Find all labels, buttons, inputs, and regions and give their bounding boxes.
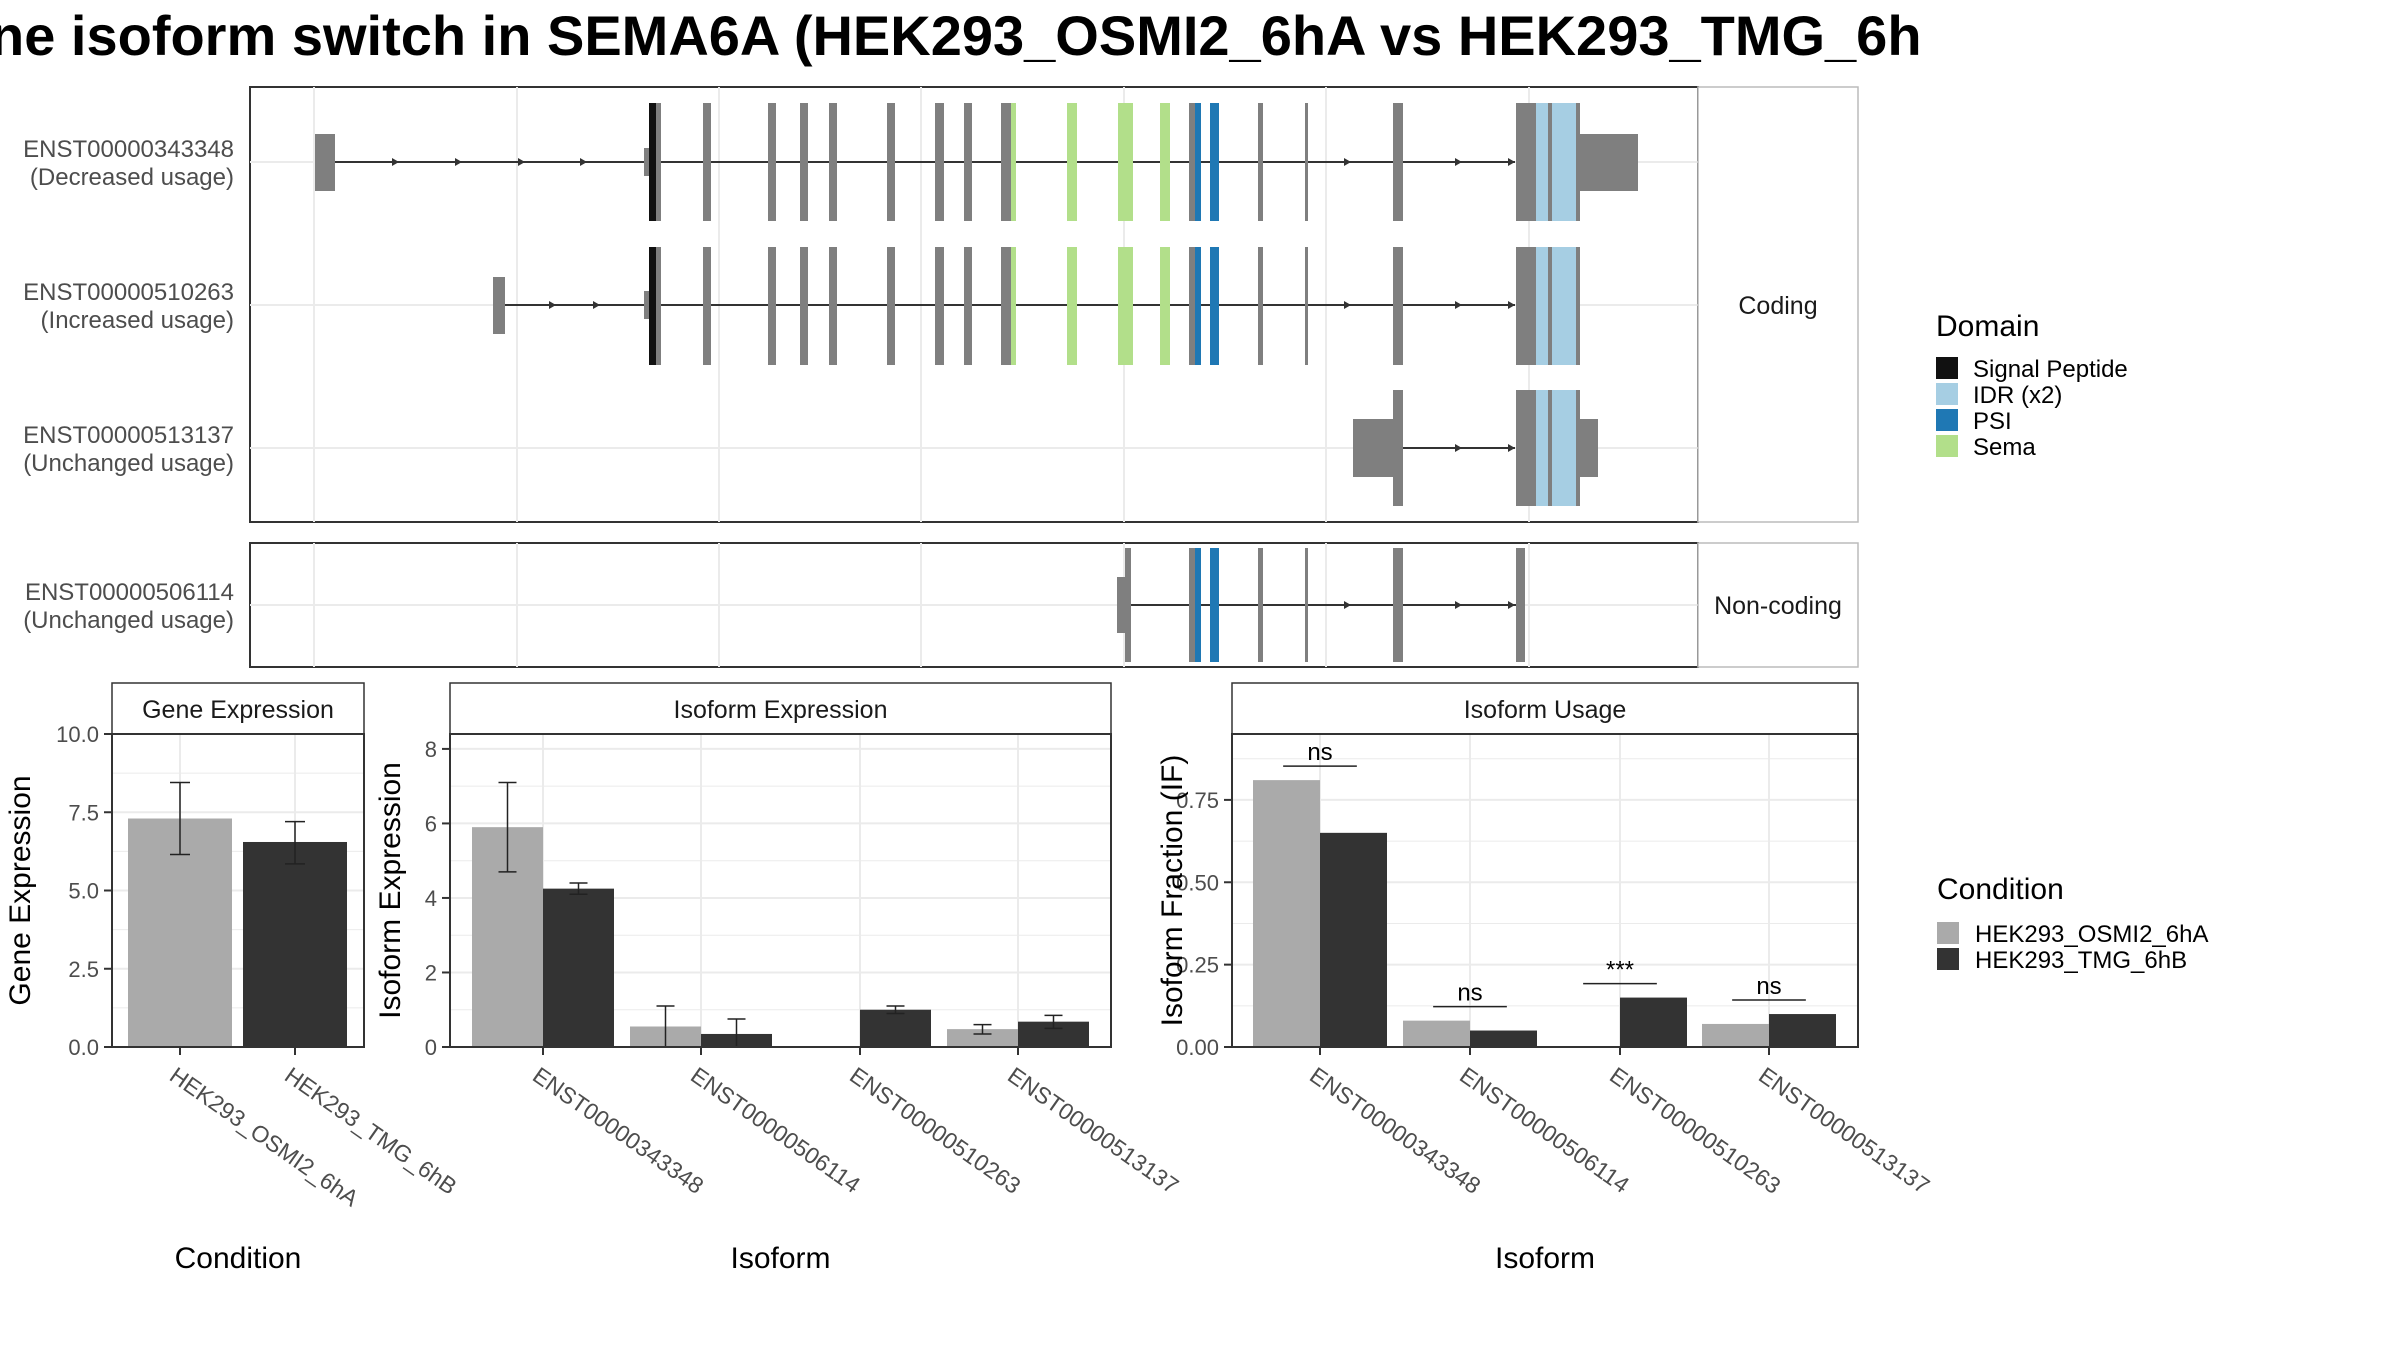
y-tick-label: 5.0 [68, 879, 99, 904]
legend-label-idr: IDR (x2) [1973, 382, 2062, 409]
y-tick-label: 0.25 [1176, 953, 1219, 978]
y-axis-title: Isoform Fraction (IF) [1156, 755, 1189, 1027]
panel-strip [111, 682, 365, 735]
transcript-label-3-id: ENST00000513137 [23, 422, 234, 449]
panel-border [449, 733, 1112, 1048]
bar [860, 1009, 931, 1047]
bar [1620, 997, 1687, 1047]
legend-swatch-idr [1936, 383, 1958, 405]
legend-label-signal-peptide: Signal Peptide [1973, 356, 2128, 383]
transcript-label-4-usage: (Unchanged usage) [23, 607, 234, 634]
transcript-label-2-usage: (Increased usage) [41, 307, 234, 334]
x-tick-label: ENST00000510263 [845, 1062, 1025, 1199]
bar [243, 841, 347, 1047]
panel-border [1231, 733, 1859, 1048]
bar [1769, 1014, 1836, 1047]
plot-title: ne isoform switch in SEMA6A (HEK293_OSMI… [0, 4, 1922, 67]
legend-label-sema: Sema [1973, 434, 2036, 461]
domain-legend: Domain Signal Peptide IDR (x2) PSI Sema [1936, 310, 2128, 461]
panel-strip [1231, 682, 1859, 735]
coding-strip-label: Coding [1738, 292, 1817, 320]
x-tick-label: ENST00000343348 [528, 1062, 708, 1199]
significance-label: ns [1756, 973, 1781, 1000]
bar [1470, 1030, 1537, 1047]
x-axis-title: Condition [175, 1242, 302, 1275]
y-tick-label: 0 [425, 1035, 437, 1060]
legend-swatch-cond-a [1937, 922, 1959, 944]
y-tick-label: 0.50 [1176, 870, 1219, 895]
panel-title: Isoform Expression [674, 696, 888, 724]
legend-swatch-signal-peptide [1936, 357, 1958, 379]
condition-legend-title: Condition [1937, 873, 2064, 906]
transcript-label-3-usage: (Unchanged usage) [23, 450, 234, 477]
legend-swatch-psi [1936, 409, 1958, 431]
y-axis-title: Isoform Expression [374, 762, 407, 1019]
condition-legend: Condition HEK293_OSMI2_6hA HEK293_TMG_6h… [1937, 873, 2208, 974]
significance-label: ns [1307, 739, 1332, 766]
bar [1320, 832, 1387, 1047]
transcript-track-1 [315, 103, 1638, 221]
transcript-track-3 [1353, 390, 1598, 506]
panel-title: Gene Expression [142, 696, 334, 724]
x-tick-label: ENST00000513137 [1003, 1062, 1183, 1199]
y-tick-label: 0.00 [1176, 1035, 1219, 1060]
coding-strip [1697, 86, 1859, 523]
legend-swatch-cond-b [1937, 948, 1959, 970]
significance-label: *** [1606, 957, 1634, 984]
x-tick-label: ENST00000506114 [686, 1062, 865, 1198]
transcript-label-4-id: ENST00000506114 [25, 579, 234, 606]
transcript-label-2-id: ENST00000510263 [23, 279, 234, 306]
transcript-label-1-usage: (Decreased usage) [30, 164, 234, 191]
bar [947, 1029, 1018, 1047]
panel-title: Isoform Usage [1464, 696, 1627, 724]
isoform-expression-chart: Isoform Expression02468ENST00000343348EN… [374, 682, 1184, 1275]
transcript-structure-panel: Coding [23, 86, 1859, 668]
significance-label: ns [1457, 980, 1482, 1007]
noncoding-strip [1697, 542, 1859, 668]
y-tick-label: 7.5 [68, 800, 99, 825]
y-tick-label: 2.5 [68, 957, 99, 982]
y-tick-label: 10.0 [56, 722, 99, 747]
bar [128, 818, 232, 1047]
legend-label-cond-b: HEK293_TMG_6hB [1975, 947, 2187, 974]
y-tick-label: 0.0 [68, 1035, 99, 1060]
bar [1403, 1020, 1470, 1047]
x-tick-label: HEK293_OSMI2_6hA [165, 1062, 364, 1212]
noncoding-strip-label: Non-coding [1714, 592, 1842, 620]
legend-swatch-sema [1936, 435, 1958, 457]
transcript-label-1-id: ENST00000343348 [23, 136, 234, 163]
bar [1253, 780, 1320, 1047]
y-tick-label: 0.75 [1176, 788, 1219, 813]
bar [1702, 1023, 1769, 1047]
domain-legend-title: Domain [1936, 310, 2039, 343]
transcript-labels: ENST00000343348 (Decreased usage) ENST00… [23, 136, 234, 634]
transcript-track-2 [493, 247, 1580, 365]
y-tick-label: 6 [425, 811, 437, 836]
x-axis-title: Isoform [1495, 1242, 1595, 1275]
transcript-track-4 [1117, 548, 1525, 662]
bar [543, 888, 614, 1047]
y-tick-label: 8 [425, 737, 437, 762]
panel-strip [449, 682, 1112, 735]
x-axis-title: Isoform [730, 1242, 830, 1275]
y-axis-title: Gene Expression [4, 775, 37, 1005]
legend-label-psi: PSI [1973, 408, 2012, 435]
y-tick-label: 2 [425, 960, 437, 985]
isoform-usage-chart: Isoform Usagensns***ns0.000.250.500.75EN… [1156, 682, 1935, 1275]
legend-label-cond-a: HEK293_OSMI2_6hA [1975, 921, 2208, 948]
y-tick-label: 4 [425, 886, 437, 911]
